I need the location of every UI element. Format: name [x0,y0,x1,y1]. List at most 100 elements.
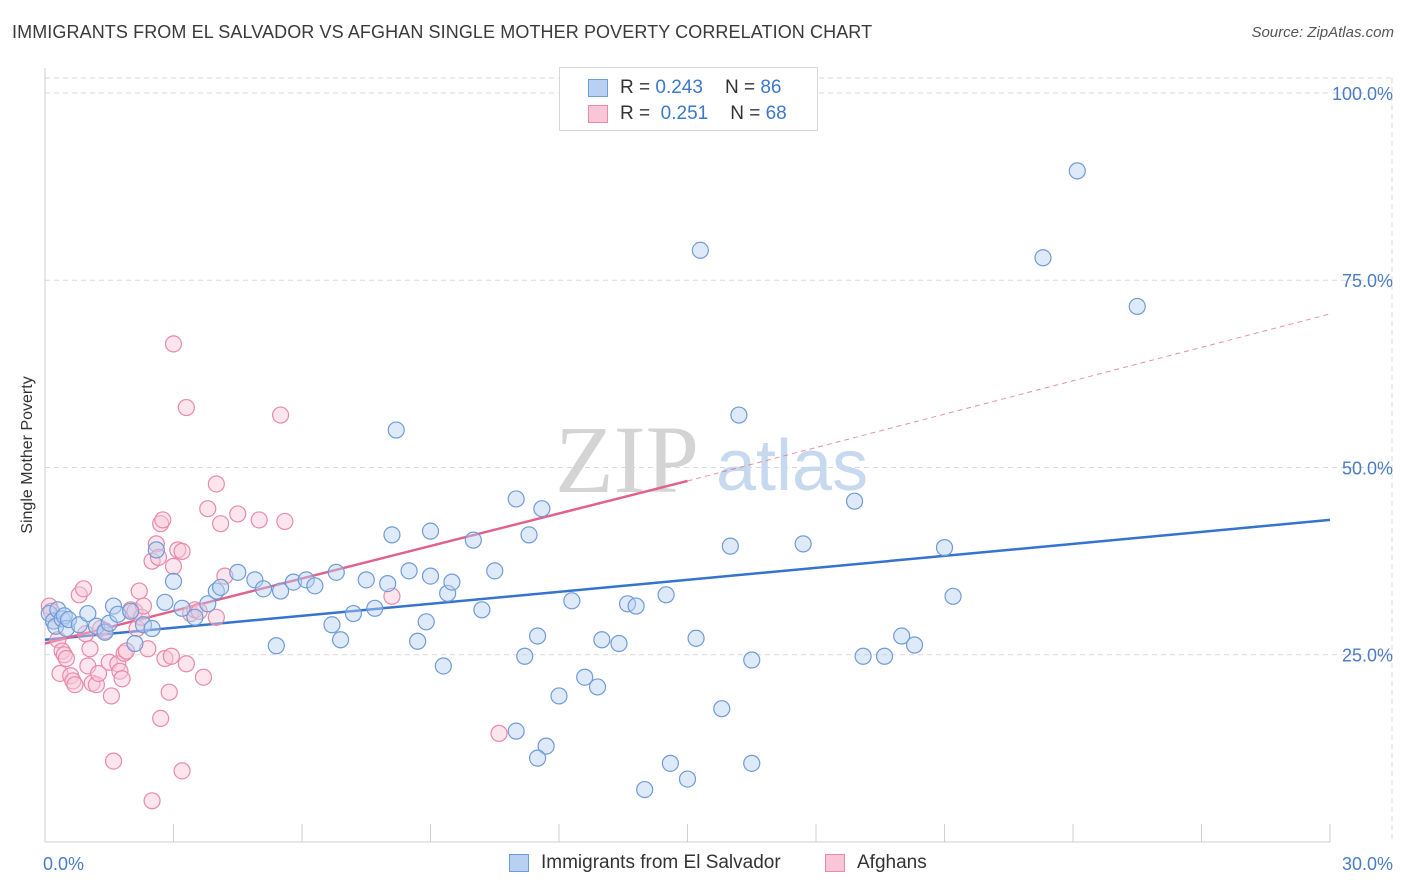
afghans-point [152,709,170,728]
legend-n-label: N = [724,77,756,98]
el-salvador-point [357,571,375,589]
legend-r-value: 0.243 [655,77,703,98]
el-salvador-point [306,577,324,595]
legend-r-value: 0.251 [660,103,709,124]
afghans-point [66,676,84,694]
source-label[interactable]: Source: ZipAtlas.com [1251,24,1394,41]
y-tick-label: 100.0% [1332,84,1393,104]
afghans-point [383,587,401,605]
legend-swatch-blue [588,79,608,97]
el-salvador-point [323,616,341,634]
afghans-point [156,649,174,668]
el-salvador-point [134,616,153,634]
afghans-point [173,542,191,560]
el-salvador-point [229,563,247,581]
el-salvador-point [122,602,140,620]
el-salvador-point [893,627,911,645]
el-salvador-point [507,490,525,508]
el-salvador-point [563,592,581,610]
el-salvador-point [147,541,165,559]
el-salvador-point [743,754,761,772]
legend-n-value: 68 [765,103,787,124]
el-salvador-point [439,584,457,602]
bottom-legend-swatch-blue [509,854,529,872]
el-salvador-point [421,522,440,540]
trend-lines [44,313,1331,645]
el-salvador-point [186,608,204,626]
legend-row-el-salvador: R = 0.243 N = 86 [588,75,781,101]
afghans-point [173,762,191,780]
afghans-point [199,500,217,518]
y-tick-label: 50.0% [1342,458,1393,478]
bottom-legend-swatch-pink [825,854,845,872]
y-tick-label: 75.0% [1342,271,1393,291]
el-salvador-point [271,582,290,600]
afghans-point [143,792,161,810]
axes [44,68,1331,843]
x-tick-label-min: 0.0% [43,854,84,874]
el-salvador-point [661,754,679,772]
afghans-trend-extension [687,313,1331,482]
el-salvador-point [528,627,547,645]
afghans-point [160,683,178,701]
el-salvador-point [1068,162,1086,180]
afghans-point [81,640,99,658]
legend-swatch-pink [588,105,608,123]
bottom-legend-label: Afghans [857,852,927,873]
afghans-point [177,655,195,673]
el-salvador-point [627,597,645,615]
el-salvador-point [905,636,924,654]
legend-n-label: N = [730,103,761,124]
afghans-point [177,398,195,417]
el-salvador-point [246,571,264,589]
el-salvador-point [678,770,697,788]
afghans-point [216,567,234,585]
el-salvador-point [109,605,127,623]
el-salvador-point [588,678,607,696]
el-salvador-point [254,580,273,598]
el-salvador-point [164,572,183,590]
el-salvador-point [331,631,350,649]
el-salvador-point [267,637,285,655]
el-salvador-point [156,593,174,611]
legend-row-afghans: R = 0.251 N = 68 [588,101,787,127]
el-salvador-point [366,599,384,617]
afghans-point [147,535,165,553]
el-salvador-point [473,601,491,619]
el-salvador-points [40,162,1146,799]
afghans-point [162,647,180,665]
afghans-point [154,511,172,529]
el-salvador-point [507,722,525,740]
afghans-point [89,664,108,683]
afghans-point [115,644,133,662]
afghans-point [104,752,123,770]
el-salvador-point [344,604,362,623]
el-salvador-point [794,535,812,553]
bottom-legend-el-salvador[interactable]: Immigrants from El Salvador [509,852,781,874]
afghans-point [194,668,213,686]
el-salvador-point [610,634,628,653]
el-salvador-point [533,500,551,518]
legend: R = 0.243 N = 86 R = 0.251 N = 68 [559,67,818,131]
el-salvador-point [730,406,748,424]
afghans-point [164,335,183,353]
afghans-point [164,557,183,575]
y-tick-label: 25.0% [1342,646,1393,666]
afghans-point [134,597,153,615]
el-salvador-point [464,531,482,549]
el-salvador-point [417,613,435,631]
bottom-legend-afghans[interactable]: Afghans [825,852,927,874]
el-salvador-point [443,573,461,591]
el-salvador-point [486,562,504,580]
el-salvador-point [875,647,894,665]
legend-r-label: R = [620,103,651,124]
grid-lines [45,77,1393,842]
el-salvador-point [944,587,962,605]
el-salvador-point [104,597,123,615]
el-salvador-point [845,492,864,510]
el-salvador-point [379,574,397,593]
el-salvador-point [657,586,675,604]
el-salvador-point [87,617,106,635]
tick-labels: 25.0% 50.0% 75.0% 100.0% 0.0% 30.0% [43,84,1393,874]
